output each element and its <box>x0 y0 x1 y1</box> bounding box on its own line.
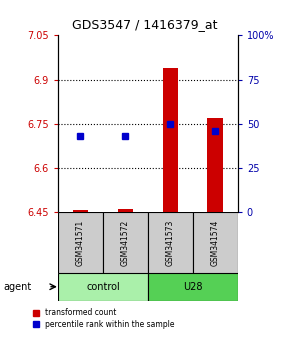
Bar <box>58 273 148 301</box>
Text: GDS3547 / 1416379_at: GDS3547 / 1416379_at <box>72 18 218 31</box>
Bar <box>58 212 103 273</box>
Text: control: control <box>86 282 120 292</box>
Bar <box>207 118 223 212</box>
Bar <box>103 212 148 273</box>
Bar <box>148 273 238 301</box>
Text: GSM341574: GSM341574 <box>211 219 220 266</box>
Text: agent: agent <box>3 282 31 292</box>
Bar <box>162 68 178 212</box>
Text: GSM341571: GSM341571 <box>76 219 85 266</box>
Bar <box>117 209 133 212</box>
Bar <box>148 212 193 273</box>
Text: GSM341573: GSM341573 <box>166 219 175 266</box>
Bar <box>72 210 88 212</box>
Text: U28: U28 <box>183 282 203 292</box>
Legend: transformed count, percentile rank within the sample: transformed count, percentile rank withi… <box>33 308 175 329</box>
Text: GSM341572: GSM341572 <box>121 219 130 266</box>
Bar <box>193 212 238 273</box>
